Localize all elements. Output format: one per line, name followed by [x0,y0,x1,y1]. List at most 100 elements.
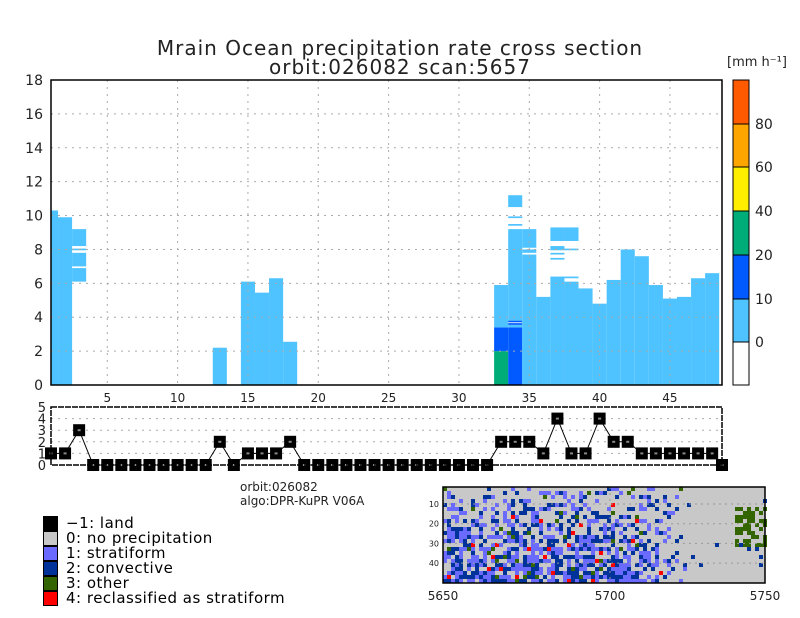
map-cell [631,551,635,555]
map-cell [451,547,455,551]
type-marker-dot [527,440,531,443]
map-cell [523,559,527,563]
map-cell [587,555,591,559]
map-cell [643,567,647,571]
type-marker-dot [190,464,194,466]
map-cell [579,543,583,547]
map-cell [647,555,651,559]
map-cell [595,499,599,503]
map-cell [479,547,483,551]
map-cell [451,507,455,511]
map-cell [655,531,659,535]
map-cell [587,519,591,523]
map-cell [619,491,623,495]
map-cell [611,535,615,539]
map-cell [507,519,511,523]
map-cell [583,543,587,547]
map-cell [567,575,571,579]
precip-bar-segment [662,298,677,385]
map-cell [451,539,455,543]
map-cell [747,531,751,535]
map-cell [551,579,555,583]
map-cell [627,543,631,547]
map-cell [635,519,639,523]
map-cell [539,571,543,575]
map-cell [595,491,599,495]
colorbar-label: 10 [755,292,773,308]
colorbar-segment [732,123,750,168]
colorbar-label: 20 [755,248,773,264]
map-cell [579,567,583,571]
type-marker-dot [218,440,222,443]
y-tick-label: 12 [25,175,43,191]
map-cell [679,579,683,583]
map-cell [515,539,519,543]
type-marker-dot [288,440,292,443]
map-cell [483,571,487,575]
map-cell [607,551,611,555]
chart-subtitle: orbit:026082 scan:5657 [269,55,531,79]
map-cell [587,543,591,547]
map-cell [527,555,531,559]
map-cell [571,579,575,583]
legend-label: 1: stratiform [66,544,166,562]
map-cell [759,519,763,523]
map-cell [495,503,499,507]
map-cell [559,531,563,535]
map-cell [511,579,515,583]
map-cell [519,563,523,567]
map-cell [535,511,539,515]
map-cell [487,567,491,571]
map-cell [559,511,563,515]
map-cell [639,551,643,555]
type-marker-dot [274,452,278,455]
map-cell [611,567,615,571]
map-cell [467,567,471,571]
map-cell [619,547,623,551]
precip-bar-segment [691,278,706,385]
map-cell [751,535,755,539]
map-cell [607,519,611,523]
map-cell [575,567,579,571]
map-cell [455,519,459,523]
map-cell [511,503,515,507]
map-cell [639,519,643,523]
map-cell [759,563,763,567]
map-cell [515,579,519,583]
colorbar-label: 0 [755,335,764,351]
map-cell [635,571,639,575]
map-cell [639,555,643,559]
map-cell [491,543,495,547]
strip-y-tick-label: 4 [38,413,46,428]
map-cell [559,547,563,551]
map-cell [655,519,659,523]
map-cell [519,535,523,539]
map-cell [607,535,611,539]
map-cell [563,511,567,515]
type-marker-dot [668,452,672,455]
map-cell [627,579,631,583]
map-cell [455,527,459,531]
map-cell [471,519,475,523]
map-cell [447,523,451,527]
map-cell [627,507,631,511]
map-cell [531,523,535,527]
map-cell [655,551,659,555]
map-cell [495,523,499,527]
x-tick-label: 40 [592,391,607,405]
map-cell [575,515,579,519]
map-cell [547,507,551,511]
map-cell [623,579,627,583]
map-cell [451,563,455,567]
map-cell [495,555,499,559]
map-cell [535,563,539,567]
map-cell [655,543,659,547]
map-cell [515,535,519,539]
map-cell [655,527,659,531]
colorbar-segment [732,210,750,256]
map-cell [451,559,455,563]
map-cell [751,531,755,535]
type-marker-dot [232,464,236,466]
map-cell [531,571,535,575]
map-cell [615,575,619,579]
